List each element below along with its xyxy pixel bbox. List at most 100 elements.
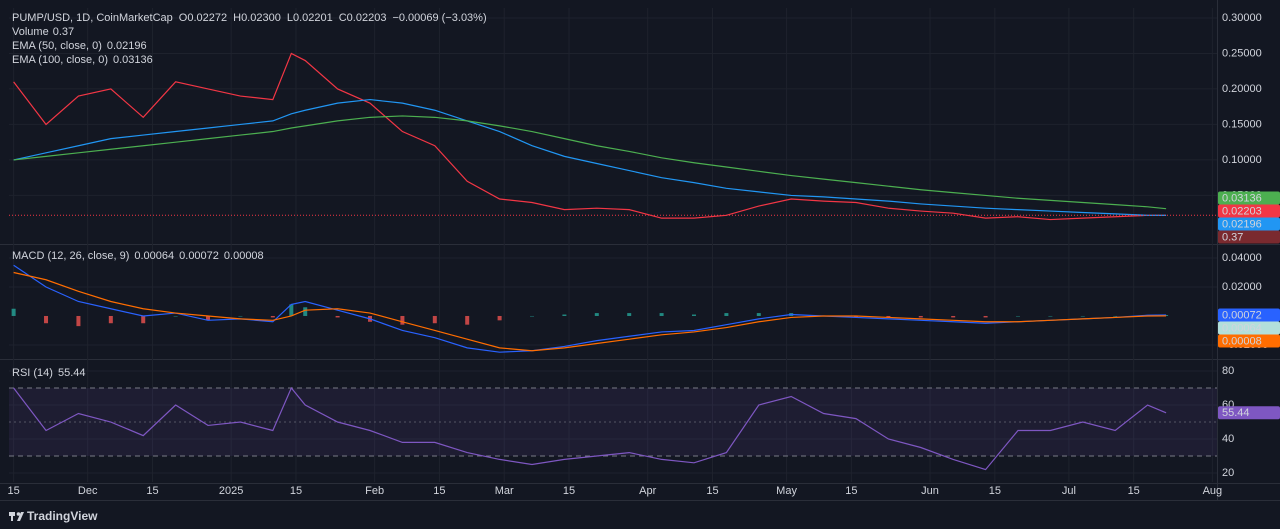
price-badge [1218, 204, 1280, 218]
x-tick-label: 2025 [219, 485, 243, 497]
histogram-bar [289, 304, 294, 316]
logo-part [17, 512, 24, 521]
histogram-bar [400, 315, 405, 325]
histogram-bar [530, 315, 535, 317]
legend-value: 0.00008 [224, 250, 264, 262]
price-badge-label: 0.02196 [1222, 218, 1262, 230]
price-badge-label: 0.37 [1222, 231, 1243, 243]
quote-key: L [287, 12, 293, 24]
histogram-bar [562, 314, 567, 316]
legend-title: MACD (12, 26, close, 9) [12, 250, 129, 262]
legend-name: EMA (100, close, 0) [12, 54, 108, 66]
price-badge-label: 0.02203 [1222, 205, 1262, 217]
legend-value: 0.02196 [107, 40, 147, 52]
legend-value: 0.00064 [134, 250, 174, 262]
price-badge [1218, 217, 1280, 231]
price-badge-label: 55.44 [1222, 407, 1250, 419]
x-tick-label: 15 [563, 485, 575, 497]
x-tick-label: Jul [1062, 485, 1076, 497]
histogram-bar [497, 315, 502, 321]
histogram-bar [756, 313, 761, 316]
price-badge [1218, 308, 1280, 322]
series-line [13, 271, 1167, 352]
price-badge [1218, 321, 1280, 335]
price-badge-label: 0.03136 [1222, 192, 1262, 204]
quote-key: C [339, 12, 347, 24]
histogram-bar [1048, 315, 1053, 317]
legend-name: EMA (50, close, 0) [12, 40, 102, 52]
histogram-bar [141, 315, 146, 324]
price-badge [1218, 191, 1280, 205]
histogram-bar [303, 307, 308, 316]
histogram-bar [1015, 315, 1020, 317]
x-tick-label: Jun [921, 485, 939, 497]
y-tick-label: 20 [1222, 467, 1234, 479]
x-tick-label: 15 [433, 485, 445, 497]
price-badge [1218, 406, 1280, 420]
y-tick-label: 0.04000 [1222, 252, 1262, 264]
quote-value: 0.02300 [241, 12, 281, 24]
histogram-bar [1080, 315, 1085, 317]
x-tick-label: 15 [845, 485, 857, 497]
histogram-bar [11, 308, 16, 316]
brand-logo [9, 512, 24, 521]
histogram-bar [659, 313, 664, 316]
x-tick-label: Aug [1203, 485, 1223, 497]
brand: TradingView [27, 509, 98, 523]
quote-value: 0.02272 [187, 12, 227, 24]
y-tick-label: 0.15000 [1222, 118, 1262, 130]
x-tick-label: 15 [1128, 485, 1140, 497]
histogram-bar [76, 315, 81, 327]
logo-part [16, 512, 21, 516]
y-tick-label: 0.25000 [1222, 47, 1262, 59]
series-line [13, 52, 1167, 221]
volume-value: 0.37 [53, 26, 74, 38]
y-tick-label: 80 [1222, 365, 1234, 377]
logo-part [11, 512, 13, 521]
histogram-bar [238, 315, 243, 317]
quote-value: 0.02201 [293, 12, 333, 24]
x-tick-label: Feb [365, 485, 384, 497]
histogram-bar [108, 315, 113, 324]
y-tick-label: 0.30000 [1222, 12, 1262, 24]
y-tick-label: 0.20000 [1222, 83, 1262, 95]
histogram-bar [886, 315, 891, 318]
y-tick-label: 40 [1222, 433, 1234, 445]
histogram-bar [691, 314, 696, 316]
x-tick-label: May [776, 485, 797, 497]
histogram-bar [983, 315, 988, 318]
series-line [13, 115, 1167, 210]
legend-title: RSI (14) [12, 367, 53, 379]
histogram-bar [335, 315, 340, 318]
histogram-bar [270, 315, 275, 318]
quote-change: −0.00069 (−3.03%) [392, 12, 486, 24]
histogram-bar [594, 313, 599, 316]
legend-value: 0.03136 [113, 54, 153, 66]
histogram-bar [465, 315, 470, 325]
series-line [13, 98, 1167, 216]
histogram-bar [951, 315, 956, 318]
legend-value: 55.44 [58, 367, 86, 379]
x-tick-label: Dec [78, 485, 98, 497]
quote-key: H [233, 12, 241, 24]
x-tick-label: 15 [989, 485, 1001, 497]
x-tick-label: 15 [146, 485, 158, 497]
histogram-bar [918, 315, 923, 318]
x-tick-label: Mar [495, 485, 514, 497]
y-tick-label: 0.10000 [1222, 154, 1262, 166]
histogram-bar [1113, 315, 1118, 317]
histogram-bar [853, 315, 858, 318]
volume-label: Volume [12, 26, 49, 38]
y-tick-label: 0.02000 [1222, 281, 1262, 293]
x-tick-label: Apr [639, 485, 656, 497]
legend-title: PUMP/USD, 1D, CoinMarketCap [12, 12, 173, 24]
price-badge [1218, 334, 1280, 348]
series-line [13, 264, 1167, 353]
series-line [13, 386, 1167, 471]
x-tick-label: 15 [706, 485, 718, 497]
histogram-bar [206, 315, 211, 321]
x-tick-label: 15 [8, 485, 20, 497]
